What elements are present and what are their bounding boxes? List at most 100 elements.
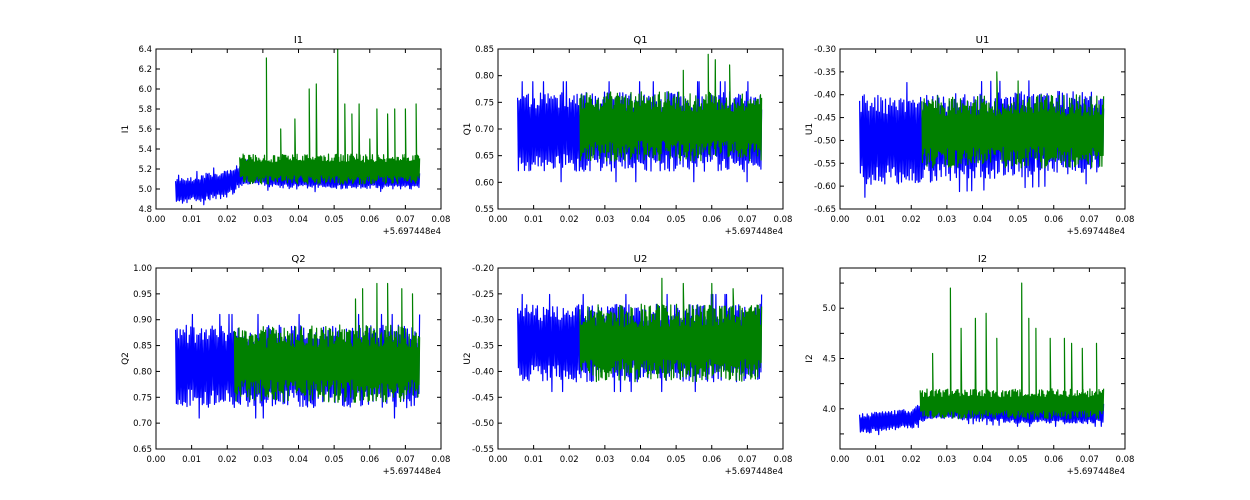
x-tick-label: 0.03 [595, 215, 614, 225]
x-tick-label: 0.08 [432, 215, 451, 225]
y-tick-label: 0.55 [475, 205, 494, 215]
y-tick-label: -0.30 [472, 316, 494, 326]
x-tick-label: 0.00 [831, 215, 850, 225]
x-tick-label: 0.01 [524, 455, 543, 465]
y-axis-label: U2 [463, 352, 473, 364]
y-tick-label: 4.5 [822, 355, 836, 365]
series-group [517, 53, 763, 183]
x-tick-label: 0.02 [560, 215, 579, 225]
x-tick-label: 0.07 [738, 455, 757, 465]
x-tick-label: 0.05 [325, 455, 344, 465]
x-tick-label: 0.07 [1080, 455, 1099, 465]
y-tick-label: -0.60 [814, 182, 836, 192]
x-tick-label: 0.02 [560, 455, 579, 465]
series-line-2 [233, 282, 421, 403]
y-tick-label: 0.80 [475, 72, 494, 82]
subplot-title: I1 [294, 35, 303, 46]
y-tick-label: 0.75 [133, 393, 152, 403]
series-line-2 [919, 282, 1105, 420]
x-tick-label: 0.05 [1009, 455, 1028, 465]
subplot-title: Q1 [633, 35, 647, 46]
y-tick-label: 4.8 [138, 205, 152, 215]
y-tick-label: 6.0 [138, 85, 152, 95]
y-axis-label: I1 [121, 125, 131, 133]
y-tick-label: -0.20 [472, 264, 494, 274]
x-tick-label: 0.06 [360, 215, 379, 225]
subplot-title: I2 [978, 254, 987, 265]
y-axis-label: U1 [805, 123, 815, 135]
y-tick-label: 0.80 [133, 367, 152, 377]
x-tick-label: 0.04 [631, 455, 650, 465]
x-tick-label: 0.07 [738, 215, 757, 225]
x-offset-label: +5.697448e4 [383, 227, 441, 237]
y-tick-label: 0.65 [475, 152, 494, 162]
subplot-u2: 0.00 0.01 0.02 0.03 0.04 0.05 0.06 0.07 0.08 -0.5… [463, 254, 792, 477]
series-line-2 [579, 277, 763, 383]
series-line-2 [579, 53, 763, 162]
x-tick-label: 0.06 [1044, 215, 1063, 225]
x-tick-label: 0.02 [902, 455, 921, 465]
y-tick-label: -0.40 [814, 91, 836, 101]
y-tick-label: 1.00 [133, 264, 152, 274]
subplot-title: U1 [976, 35, 990, 46]
y-tick-label: 0.90 [133, 316, 152, 326]
y-tick-label: 5.0 [138, 185, 152, 195]
subplot-i1: 0.00 0.01 0.02 0.03 0.04 0.05 0.06 0.07 0.08 4.8 5… [121, 35, 450, 237]
x-tick-label: 0.05 [1009, 215, 1028, 225]
series-group [859, 282, 1105, 436]
y-tick-label: -0.50 [814, 136, 836, 146]
x-tick-label: 0.02 [902, 215, 921, 225]
x-tick-label: 0.02 [218, 215, 237, 225]
series-group [517, 277, 763, 393]
x-tick-label: 0.08 [1116, 215, 1135, 225]
y-tick-label: 6.4 [138, 45, 152, 55]
x-tick-label: 0.03 [937, 215, 956, 225]
x-offset-label: +5.697448e4 [1067, 227, 1125, 237]
x-tick-label: 0.07 [396, 215, 415, 225]
subplot-title: Q2 [291, 254, 305, 265]
x-tick-label: 0.01 [866, 455, 885, 465]
x-tick-label: 0.00 [831, 455, 850, 465]
x-offset-label: +5.697448e4 [725, 227, 783, 237]
x-tick-label: 0.01 [182, 215, 201, 225]
y-tick-label: 5.2 [138, 165, 152, 175]
y-tick-label: 0.75 [475, 98, 494, 108]
x-tick-label: 0.01 [866, 215, 885, 225]
x-tick-label: 0.00 [147, 215, 166, 225]
y-tick-label: -0.50 [472, 419, 494, 429]
x-tick-label: 0.02 [218, 455, 237, 465]
subplot-q1: 0.00 0.01 0.02 0.03 0.04 0.05 0.06 0.07 0.08 0.55… [463, 35, 792, 237]
x-tick-label: 0.06 [1044, 455, 1063, 465]
x-tick-label: 0.06 [702, 455, 721, 465]
y-tick-label: 0.70 [475, 125, 494, 135]
x-tick-label: 0.08 [1116, 455, 1135, 465]
y-tick-label: -0.55 [472, 445, 494, 455]
x-tick-label: 0.05 [667, 455, 686, 465]
x-tick-label: 0.04 [973, 455, 992, 465]
y-tick-label: -0.35 [814, 68, 836, 78]
x-tick-label: 0.04 [289, 455, 308, 465]
x-tick-label: 0.08 [774, 455, 793, 465]
y-tick-label: -0.45 [814, 114, 836, 124]
subplot-q2: 0.00 0.01 0.02 0.03 0.04 0.05 0.06 0.07 0.08 0.65… [121, 254, 450, 477]
y-tick-label: 0.65 [133, 445, 152, 455]
y-tick-label: 5.6 [138, 125, 152, 135]
y-tick-label: -0.40 [472, 367, 494, 377]
x-tick-label: 0.00 [147, 455, 166, 465]
y-tick-label: 5.4 [138, 145, 152, 155]
x-tick-label: 0.06 [702, 215, 721, 225]
x-offset-label: +5.697448e4 [383, 467, 441, 477]
x-tick-label: 0.00 [489, 215, 508, 225]
y-tick-label: -0.55 [814, 159, 836, 169]
y-axis-label: Q2 [121, 352, 131, 365]
x-tick-label: 0.08 [774, 215, 793, 225]
y-tick-label: -0.65 [814, 205, 836, 215]
x-tick-label: 0.01 [182, 455, 201, 465]
y-axis-label: I2 [805, 354, 815, 362]
x-tick-label: 0.08 [432, 455, 451, 465]
x-tick-label: 0.01 [524, 215, 543, 225]
y-tick-label: 0.85 [475, 45, 494, 55]
x-tick-label: 0.04 [973, 215, 992, 225]
